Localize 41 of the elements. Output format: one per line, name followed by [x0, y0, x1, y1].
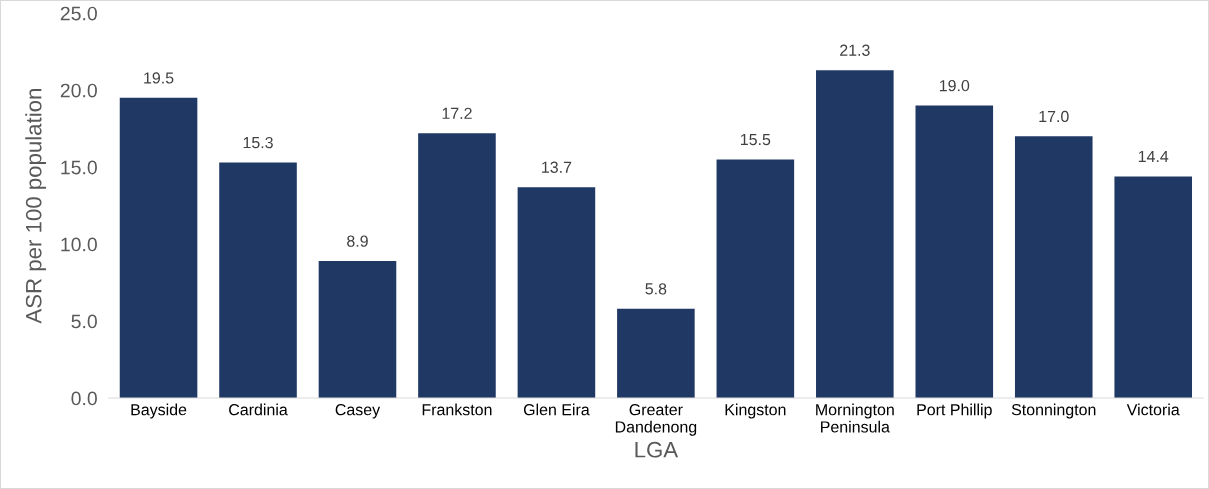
x-tick-label: Stonnington: [1011, 403, 1096, 419]
x-tick-label: Port Phillip: [917, 403, 992, 419]
x-tick-label: Cardinia: [229, 403, 288, 416]
bar: [219, 162, 297, 399]
data-label: 15.3: [243, 136, 273, 149]
data-label: 19.5: [144, 72, 174, 84]
bar: [617, 308, 695, 399]
data-label: 17.0: [1039, 110, 1069, 123]
x-tick-label: Kingston: [725, 403, 786, 419]
bar: [1114, 176, 1193, 399]
y-tick-label: 20.0: [60, 83, 97, 98]
data-label: 15.5: [741, 134, 771, 146]
bar: [816, 70, 894, 399]
x-tick-label: Victoria: [1126, 403, 1180, 416]
bar: [1014, 136, 1093, 399]
y-tick-label: 5.0: [71, 314, 97, 329]
bar: [517, 187, 596, 399]
data-label: 17.2: [442, 107, 472, 119]
bar: [716, 159, 795, 399]
bar: [119, 97, 198, 399]
data-label: 13.7: [542, 161, 572, 173]
data-label: 21.3: [840, 44, 870, 56]
x-tick-label: Greater Dandenong: [615, 404, 697, 436]
x-tick-label: Mornington Peninsula: [816, 403, 894, 433]
x-tick-label: Bayside: [131, 403, 187, 419]
y-tick-label: 25.0: [60, 6, 97, 21]
bar: [318, 261, 397, 399]
y-axis-title: ASR per 100 population: [25, 89, 46, 324]
y-tick-label: 0.0: [71, 391, 97, 406]
y-tick-label: 15.0: [61, 160, 97, 175]
x-tick-label: Frankston: [422, 403, 492, 416]
data-label: 5.8: [645, 283, 667, 295]
x-axis-title: LGA: [635, 441, 679, 458]
data-label: 19.0: [939, 79, 970, 92]
data-label: 8.9: [347, 235, 368, 247]
bar: [418, 133, 496, 399]
y-tick-label: 10.0: [61, 237, 97, 252]
x-tick-label: Casey: [335, 404, 381, 419]
x-tick-label: Glen Eira: [523, 403, 590, 416]
bar: [915, 105, 994, 399]
data-label: 14.4: [1138, 150, 1169, 162]
